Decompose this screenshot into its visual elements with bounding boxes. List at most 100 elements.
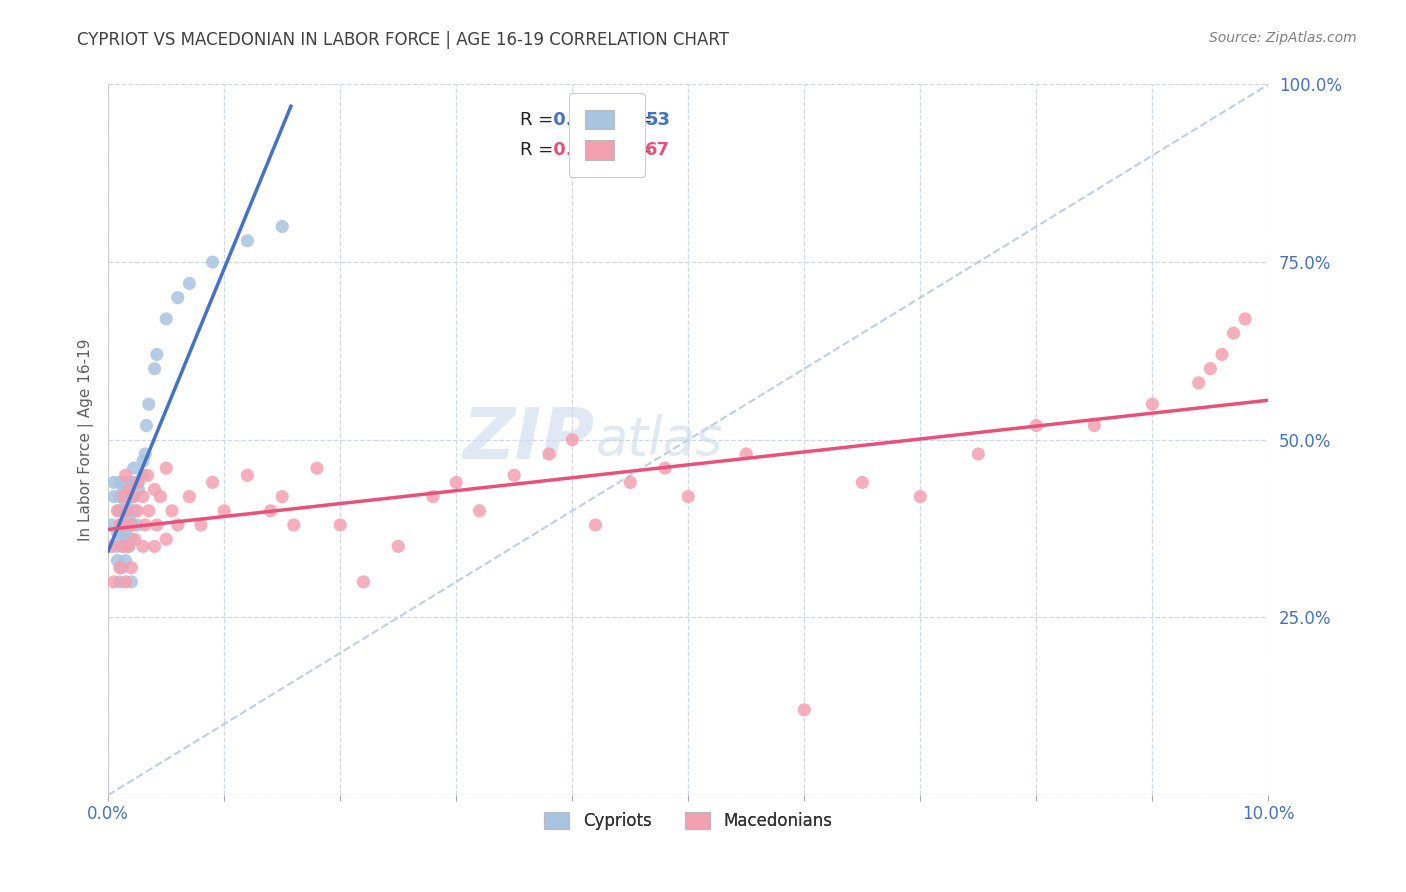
Point [1199,361,1222,376]
Point [100,539,122,553]
Point [108,560,131,574]
Point [305,461,328,475]
Point [108,490,131,504]
Point [112,490,135,504]
Point [179,490,201,504]
Point [124,504,146,518]
Point [112,539,135,553]
Point [114,468,136,483]
Point [179,277,201,291]
Point [561,433,583,447]
Point [143,483,166,497]
Point [967,447,990,461]
Point [114,497,136,511]
Point [468,504,491,518]
Point [1188,376,1211,390]
Point [134,447,156,461]
Point [112,490,135,504]
Point [108,574,131,589]
Point [1025,418,1047,433]
Point [114,574,136,589]
Text: 53: 53 [645,112,671,129]
Point [108,518,131,533]
Point [132,454,155,468]
Point [537,447,560,461]
Point [166,291,188,305]
Point [114,553,136,567]
Point [329,518,352,533]
Point [155,312,177,326]
Point [271,219,294,234]
Point [585,518,607,533]
Point [132,468,155,483]
Point [103,490,125,504]
Point [136,468,159,483]
Point [107,504,129,518]
Text: 0.411: 0.411 [547,112,610,129]
Point [1222,326,1244,340]
Point [352,574,374,589]
Text: 0.285: 0.285 [547,141,610,160]
Text: 67: 67 [645,141,671,160]
Text: CYPRIOT VS MACEDONIAN IN LABOR FORCE | AGE 16-19 CORRELATION CHART: CYPRIOT VS MACEDONIAN IN LABOR FORCE | A… [77,31,730,49]
Point [654,461,676,475]
Point [118,539,141,553]
Point [108,475,131,490]
Point [201,255,224,269]
Point [103,574,125,589]
Text: N =: N = [602,112,658,129]
Point [1211,347,1233,361]
Point [107,504,129,518]
Point [138,397,160,411]
Point [125,475,148,490]
Text: atlas: atlas [596,414,723,466]
Point [118,483,141,497]
Point [120,533,142,547]
Point [115,533,138,547]
Point [111,560,134,574]
Point [134,518,156,533]
Point [503,468,526,483]
Point [115,475,138,490]
Text: R =: R = [520,112,560,129]
Point [112,483,135,497]
Point [108,518,131,533]
Point [146,518,169,533]
Point [100,518,122,533]
Point [107,553,129,567]
Point [190,518,212,533]
Point [111,533,134,547]
Point [678,490,700,504]
Point [111,504,134,518]
Point [120,560,142,574]
Point [132,539,155,553]
Point [115,504,138,518]
Point [127,475,149,490]
Text: ZIP: ZIP [463,405,596,475]
Point [201,475,224,490]
Point [127,504,149,518]
Point [114,525,136,540]
Point [120,574,142,589]
Y-axis label: In Labor Force | Age 16-19: In Labor Force | Age 16-19 [79,338,94,541]
Point [118,511,141,525]
Point [117,483,139,497]
Text: R =: R = [520,141,560,160]
Point [851,475,873,490]
Point [160,504,183,518]
Point [117,518,139,533]
Point [124,533,146,547]
Point [105,539,128,553]
Point [132,490,155,504]
Point [107,525,129,540]
Point [111,539,134,553]
Point [619,475,641,490]
Point [735,447,758,461]
Point [127,483,149,497]
Point [155,461,177,475]
Point [1083,418,1105,433]
Point [793,703,815,717]
Point [259,504,281,518]
Point [120,518,142,533]
Point [283,518,305,533]
